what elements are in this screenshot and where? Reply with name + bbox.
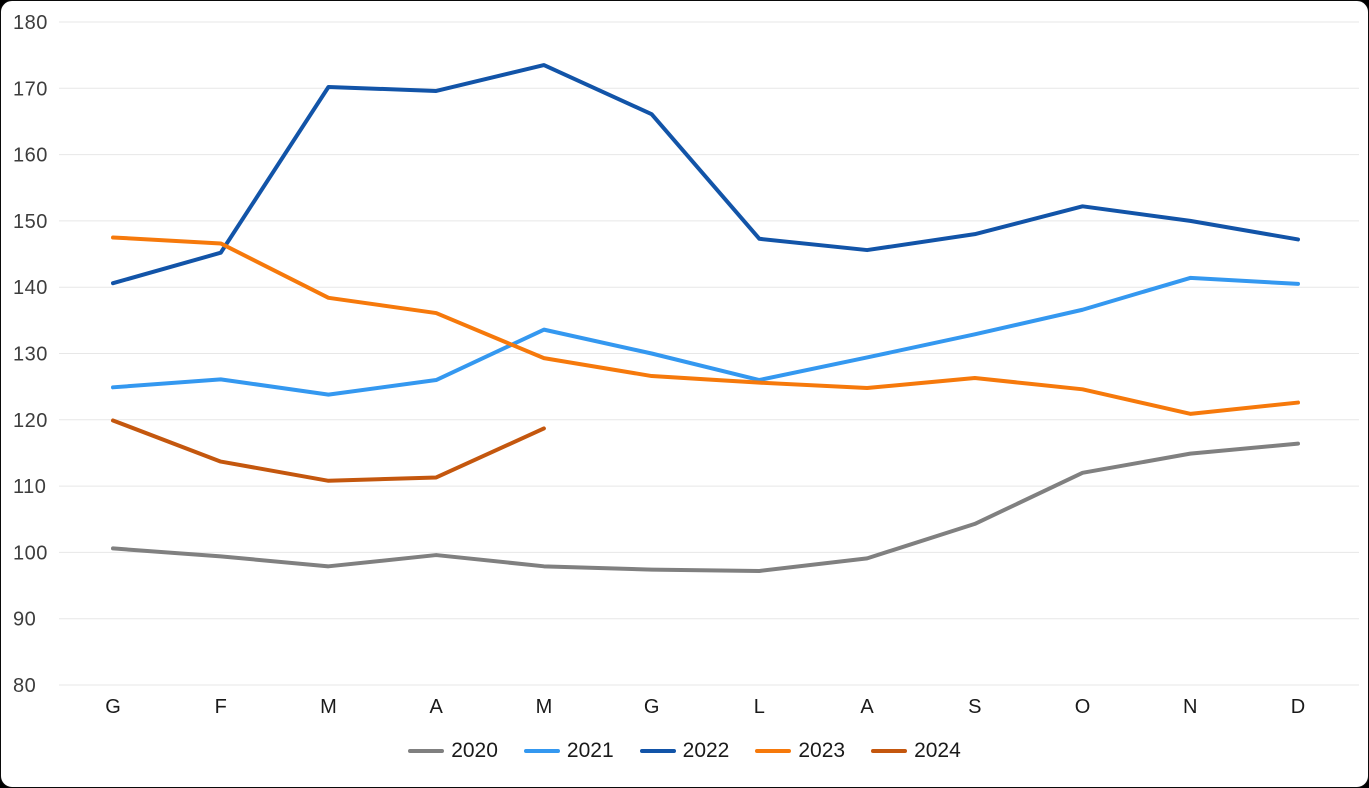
y-tick-label: 80	[13, 675, 36, 697]
legend-label: 2023	[798, 739, 846, 762]
x-tick-label: M	[536, 696, 553, 718]
legend-swatch-icon	[639, 749, 676, 753]
legend-item-2021[interactable]: 2021	[523, 739, 614, 763]
y-tick-label: 90	[13, 609, 36, 631]
x-tick-label: N	[1183, 696, 1197, 718]
series-line-2020	[111, 441, 1300, 573]
x-tick-label: O	[1075, 696, 1091, 718]
x-tick-label: G	[644, 696, 660, 718]
x-tick-label: S	[968, 696, 981, 718]
x-tick-label: G	[105, 696, 121, 718]
legend-swatch-icon	[523, 749, 560, 753]
x-tick-label: M	[320, 696, 337, 718]
legend-label: 2020	[451, 739, 498, 762]
series-line-2021	[111, 275, 1300, 397]
line-chart: 80 90 100 110 120 130 140 150 160 170 180 G F M A M G L A S…	[13, 12, 1359, 718]
x-tick-label: F	[215, 696, 227, 718]
legend-item-2022[interactable]: 2022	[639, 739, 730, 763]
legend-label: 2022	[682, 739, 730, 762]
legend-swatch-icon	[755, 749, 792, 753]
legend-item-2024[interactable]: 2024	[871, 739, 961, 763]
legend-swatch-icon	[871, 749, 908, 753]
legend-item-2023[interactable]: 2023	[755, 739, 845, 763]
legend-label: 2024	[914, 739, 961, 762]
x-tick-label: A	[860, 696, 874, 718]
legend-swatch-icon	[408, 749, 445, 753]
x-tick-label: D	[1291, 696, 1305, 718]
series-line-2023	[111, 235, 1300, 416]
x-tick-label: L	[754, 696, 765, 718]
x-tick-label: A	[430, 696, 444, 718]
y-tick-label: 140	[13, 277, 48, 299]
legend-label: 2021	[566, 739, 614, 762]
legend-item-2020[interactable]: 2020	[408, 739, 498, 763]
y-tick-label: 180	[13, 12, 48, 34]
series-line-2024	[111, 418, 546, 483]
y-tick-label: 150	[13, 211, 48, 233]
series-line-2022	[111, 63, 1300, 286]
chart-legend: 2020 2021 2022 2023 2024	[1, 739, 1368, 763]
y-tick-label: 170	[13, 78, 48, 100]
y-tick-label: 120	[13, 410, 48, 432]
y-tick-label: 100	[13, 542, 48, 564]
y-tick-label: 110	[13, 476, 46, 498]
y-tick-label: 130	[13, 344, 48, 366]
y-tick-label: 160	[13, 145, 48, 167]
